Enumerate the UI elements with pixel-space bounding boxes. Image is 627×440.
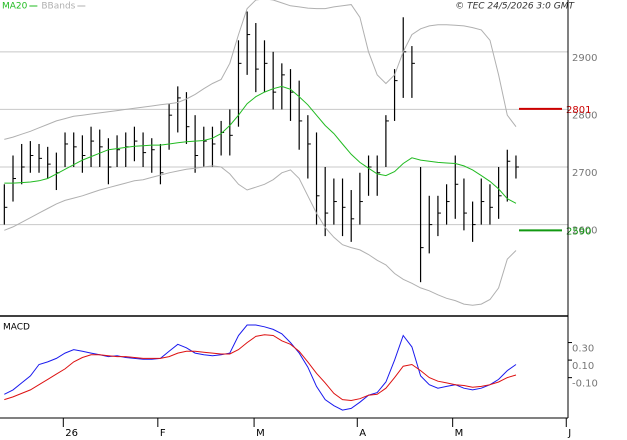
y-tick-label: 2600 (572, 226, 597, 237)
y-tick-label: 0.30 (572, 344, 594, 355)
x-tick-label: M (256, 428, 265, 439)
y-tick-label: 2900 (572, 53, 597, 64)
indicator-line (4, 165, 517, 306)
y-tick-label: 2800 (572, 110, 597, 121)
y-tick-label: 2700 (572, 168, 597, 179)
x-tick-label: F (160, 428, 166, 439)
x-tick-label: M (455, 428, 464, 439)
x-tick-label: J (567, 428, 571, 439)
x-tick-label: 26 (65, 428, 78, 439)
macd-line (4, 334, 517, 402)
x-tick-label: A (359, 428, 366, 439)
header: © TEC 24/5/2026 3:0 GMT (455, 2, 575, 12)
legend-label: BBands (41, 2, 75, 12)
macd-title: MACD (3, 323, 30, 333)
y-tick-label: -0.10 (572, 379, 598, 390)
macd-line (4, 324, 517, 411)
indicator-line (4, 0, 517, 140)
level-label: 2590 (566, 226, 591, 237)
legend-label: MA20 (2, 2, 28, 12)
indicator-line (4, 85, 517, 204)
y-tick-label: 0.10 (572, 361, 594, 372)
level-label: 2801 (566, 105, 591, 116)
